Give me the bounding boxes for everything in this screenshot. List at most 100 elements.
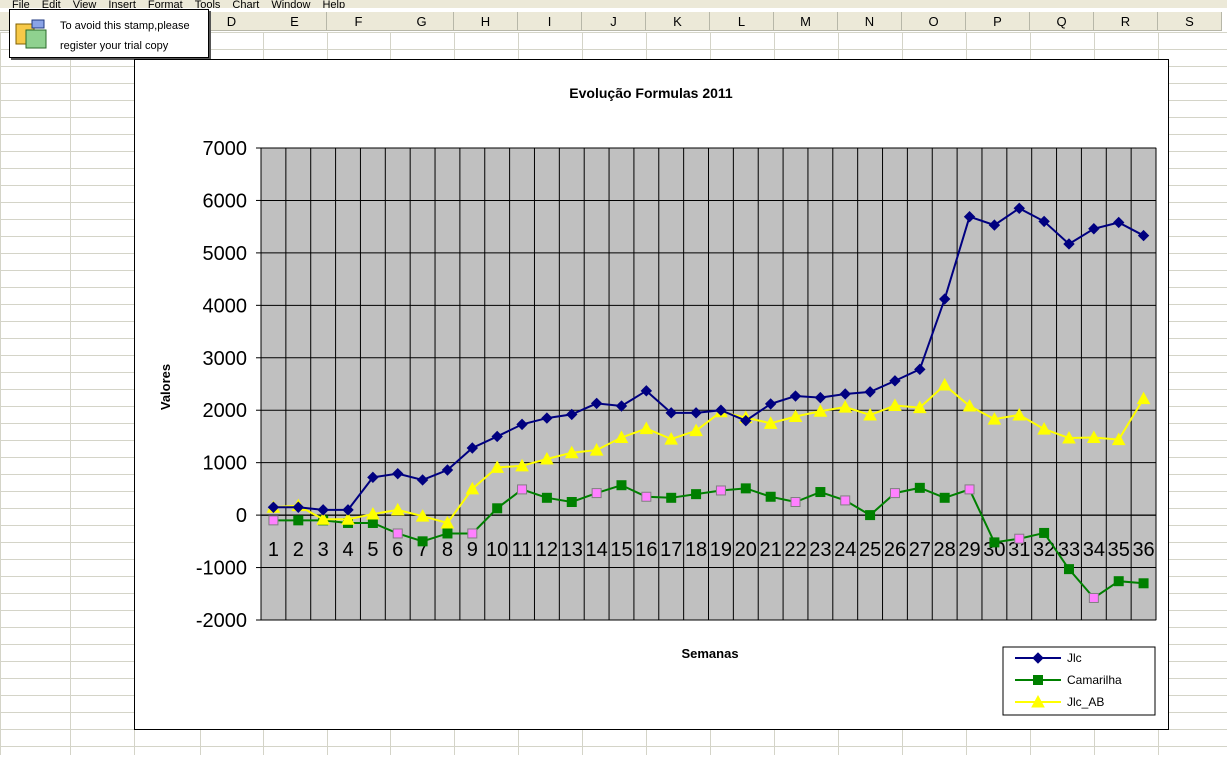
x-tick-label: 6 xyxy=(392,539,403,561)
y-tick-label: -2000 xyxy=(196,610,247,632)
data-point xyxy=(392,467,404,480)
data-point xyxy=(865,510,876,521)
x-tick-label: 25 xyxy=(859,539,881,561)
x-tick-label: 21 xyxy=(760,539,782,561)
data-point xyxy=(517,484,528,495)
menu-item[interactable]: Insert xyxy=(108,0,136,8)
data-point xyxy=(690,407,702,419)
x-tick-label: 33 xyxy=(1058,539,1080,561)
x-tick-label: 29 xyxy=(958,539,980,561)
line-chart: Evolução Formulas 2011700060005000400030… xyxy=(158,85,1157,716)
menu-item[interactable]: File xyxy=(12,0,30,8)
stamp-line-2: register your trial copy xyxy=(60,40,169,52)
data-point xyxy=(1012,407,1027,421)
data-point xyxy=(989,537,1000,548)
data-point xyxy=(268,515,279,526)
data-point xyxy=(516,418,528,431)
column-header[interactable]: L xyxy=(710,12,774,31)
data-point xyxy=(541,412,553,424)
data-point xyxy=(1062,430,1076,444)
column-header[interactable]: S xyxy=(1158,12,1222,31)
data-point xyxy=(839,388,851,400)
data-point xyxy=(691,489,702,500)
legend-label: Jlc xyxy=(1067,651,1082,665)
column-header[interactable]: Q xyxy=(1030,12,1094,31)
menu-item[interactable]: Tools xyxy=(194,0,221,8)
trial-stamp: To avoid this stamp,please register your… xyxy=(9,9,209,58)
data-point xyxy=(740,483,751,494)
data-point xyxy=(465,481,480,495)
data-point xyxy=(1136,391,1151,405)
x-tick-label: 2 xyxy=(293,539,304,561)
data-point xyxy=(639,421,654,435)
legend-swatch-marker xyxy=(1032,652,1044,664)
x-axis-title: Semanas xyxy=(681,646,738,661)
chart-area[interactable]: Evolução Formulas 2011 7000 6000 5000 4000 30… xyxy=(134,59,1169,730)
column-header[interactable]: F xyxy=(327,12,391,31)
data-point xyxy=(1088,223,1100,235)
data-point xyxy=(1138,578,1149,589)
x-tick-label: 11 xyxy=(512,539,533,561)
data-point xyxy=(1014,533,1025,544)
data-point xyxy=(964,484,975,495)
data-point xyxy=(316,512,330,525)
menu-item[interactable]: Edit xyxy=(41,0,61,8)
x-tick-label: 36 xyxy=(1132,539,1154,561)
column-header[interactable]: O xyxy=(902,12,966,31)
menu-item[interactable]: Window xyxy=(271,0,311,8)
legend-label: Camarilha xyxy=(1067,673,1122,687)
column-header[interactable]: H xyxy=(454,12,518,31)
menu-item[interactable]: Help xyxy=(322,0,346,8)
data-point xyxy=(1037,422,1051,435)
data-point xyxy=(540,451,554,465)
y-tick-label: 6000 xyxy=(203,190,248,212)
column-header[interactable]: I xyxy=(518,12,582,31)
column-header[interactable]: M xyxy=(774,12,838,31)
column-header[interactable]: K xyxy=(646,12,710,31)
data-point xyxy=(1113,576,1124,587)
menu-item[interactable]: Chart xyxy=(232,0,260,8)
data-point xyxy=(367,471,379,484)
x-tick-label: 3 xyxy=(318,539,329,561)
data-point xyxy=(838,400,853,413)
x-tick-label: 15 xyxy=(610,539,632,561)
data-point xyxy=(1111,432,1126,446)
data-point xyxy=(392,528,403,539)
menu-item[interactable]: View xyxy=(72,0,97,8)
data-point xyxy=(415,509,430,522)
data-point xyxy=(440,515,455,529)
menu-item[interactable]: Format xyxy=(147,0,183,8)
x-tick-label: 5 xyxy=(367,539,378,561)
x-tick-label: 9 xyxy=(467,539,478,561)
data-point xyxy=(466,442,479,454)
x-tick-label: 23 xyxy=(809,539,831,561)
column-header[interactable]: P xyxy=(966,12,1030,31)
data-point xyxy=(367,517,378,528)
x-tick-label: 30 xyxy=(983,539,1005,561)
data-point xyxy=(515,458,529,472)
menu-bar: File Edit View Insert Format Tools Chart Window… xyxy=(0,0,1227,8)
column-header[interactable]: R xyxy=(1094,12,1158,31)
column-header[interactable]: N xyxy=(838,12,902,31)
column-header[interactable]: J xyxy=(582,12,646,31)
column-header[interactable]: E xyxy=(263,12,327,31)
chart-title: Evolução Formulas 2011 xyxy=(569,85,733,101)
data-point xyxy=(366,507,380,520)
data-point xyxy=(888,398,902,412)
column-header[interactable]: D xyxy=(200,12,264,31)
data-point xyxy=(1063,238,1075,250)
x-tick-label: 20 xyxy=(735,539,757,561)
data-point xyxy=(490,460,505,473)
column-header[interactable]: G xyxy=(390,12,454,31)
data-point xyxy=(616,480,627,491)
data-point xyxy=(491,430,503,443)
y-axis-title: Valores xyxy=(158,364,173,410)
data-point xyxy=(763,416,778,429)
x-tick-label: 34 xyxy=(1083,539,1105,561)
data-point xyxy=(267,501,280,513)
data-point xyxy=(317,504,329,516)
series-jlc-ab xyxy=(266,378,1151,529)
x-tick-label: 18 xyxy=(685,539,707,561)
data-point xyxy=(815,487,826,498)
data-point xyxy=(914,363,926,376)
